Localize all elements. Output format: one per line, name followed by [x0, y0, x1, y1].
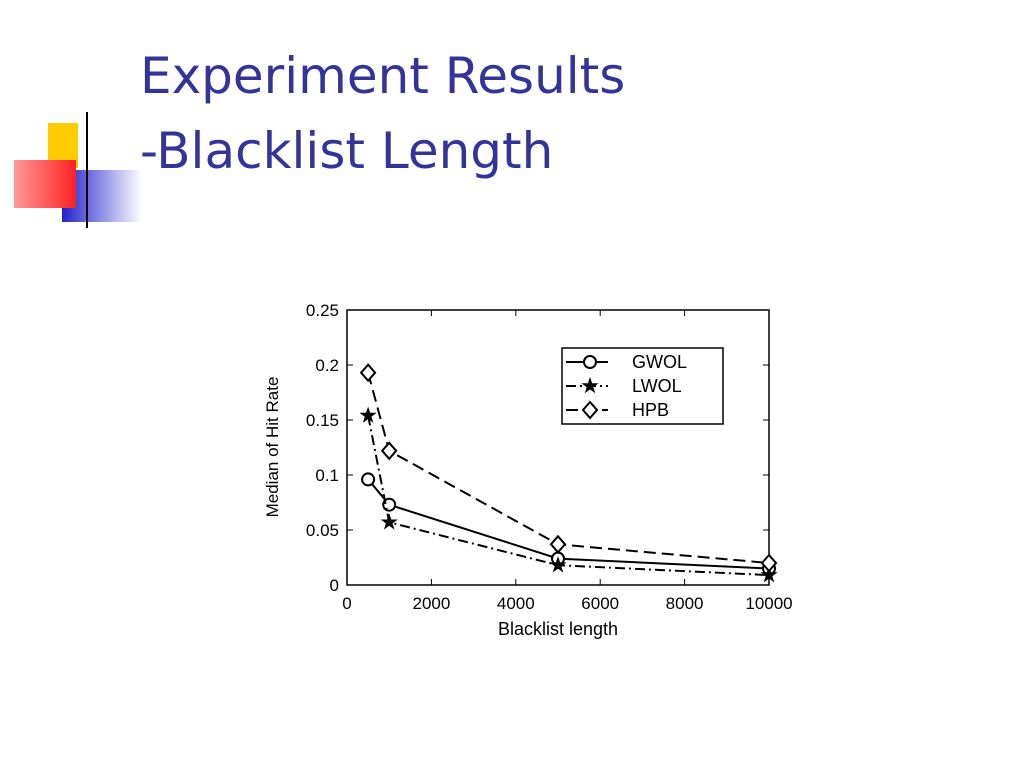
- x-tick-label: 10000: [745, 594, 792, 613]
- data-point: [380, 513, 398, 530]
- data-point: [760, 566, 778, 583]
- legend-label: HPB: [632, 400, 669, 420]
- slide-title: Experiment Results: [140, 47, 625, 105]
- data-point: [382, 497, 397, 512]
- x-tick-label: 8000: [666, 594, 704, 613]
- data-point: [380, 441, 398, 461]
- data-point: [359, 363, 377, 383]
- x-tick-label: 6000: [581, 594, 619, 613]
- y-tick-label: 0: [330, 576, 339, 595]
- data-point: [359, 406, 377, 423]
- series-line: [367, 478, 770, 570]
- slide-title: -Blacklist Length: [140, 122, 553, 180]
- y-tick-label: 0.15: [306, 411, 339, 430]
- legend-label: LWOL: [632, 376, 682, 396]
- x-tick-label: 0: [342, 594, 351, 613]
- x-tick-label: 2000: [412, 594, 450, 613]
- data-point: [760, 553, 778, 573]
- x-tick-label: 4000: [497, 594, 535, 613]
- y-tick-label: 0.25: [306, 301, 339, 320]
- legend-marker: [581, 377, 599, 394]
- data-point: [549, 556, 567, 573]
- y-tick-label: 0.05: [306, 521, 339, 540]
- series-line: [367, 415, 770, 577]
- data-point: [549, 534, 567, 554]
- plot-frame: [346, 309, 770, 586]
- x-axis-label: Blacklist length: [498, 619, 618, 639]
- y-axis-label: Median of Hit Rate: [263, 377, 282, 518]
- legend-label: GWOL: [632, 352, 687, 372]
- y-tick-label: 0.2: [315, 356, 339, 375]
- legend-marker: [583, 355, 597, 369]
- series-line: [367, 372, 770, 564]
- data-point: [361, 472, 376, 487]
- y-tick-label: 0.1: [315, 466, 339, 485]
- legend-marker: [581, 400, 599, 420]
